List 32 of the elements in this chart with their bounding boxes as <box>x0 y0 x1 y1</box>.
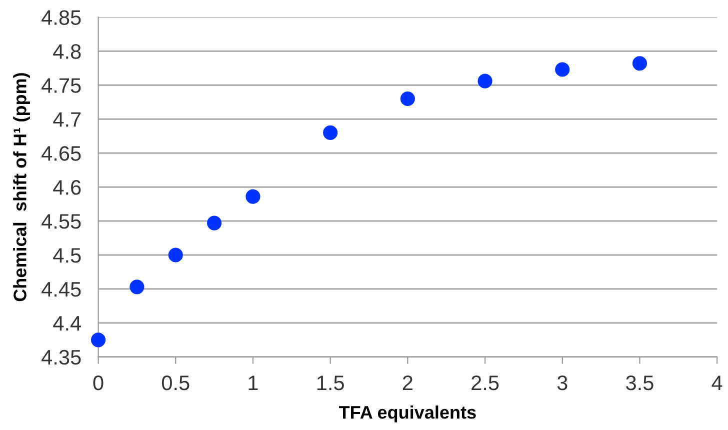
point <box>400 91 415 106</box>
point <box>246 189 260 204</box>
point <box>207 216 222 230</box>
y-tick-label: 4.4 <box>53 316 82 330</box>
x-axis-title: TFA equivalents <box>338 405 476 422</box>
x-tick-label: 0.5 <box>162 376 190 390</box>
y-tick-label: 4.5 <box>53 248 81 263</box>
y-tick-label: 4.75 <box>42 78 81 93</box>
y-tick-label: 4.65 <box>42 146 81 161</box>
y-tick-label: 4.55 <box>42 214 81 229</box>
point <box>168 248 183 262</box>
point <box>323 125 338 140</box>
x-tick-label: 1 <box>248 376 258 390</box>
x-tick-label: 2.5 <box>472 376 499 390</box>
point <box>130 280 144 294</box>
x-tick-label: 3 <box>557 376 568 390</box>
y-tick-label: 4.45 <box>42 282 81 297</box>
y-tick-label: 4.6 <box>53 180 81 195</box>
y-tick-label: 4.85 <box>42 10 81 25</box>
point <box>90 332 106 348</box>
x-tick-label: 1.5 <box>317 376 344 390</box>
y-tick-label: 4.7 <box>53 112 81 127</box>
x-tick-label: 4 <box>712 376 722 390</box>
point <box>478 74 492 88</box>
y-axis-title: Chemical shift of H¹ (ppm) <box>13 73 30 302</box>
point <box>632 56 648 71</box>
x-tick-label: 0 <box>93 376 104 390</box>
y-tick-label: 4.35 <box>42 350 81 365</box>
x-tick-label: 2 <box>402 376 412 390</box>
y-tick-label: 4.8 <box>53 44 81 59</box>
point <box>555 62 570 77</box>
x-tick-label: 3.5 <box>626 376 654 390</box>
